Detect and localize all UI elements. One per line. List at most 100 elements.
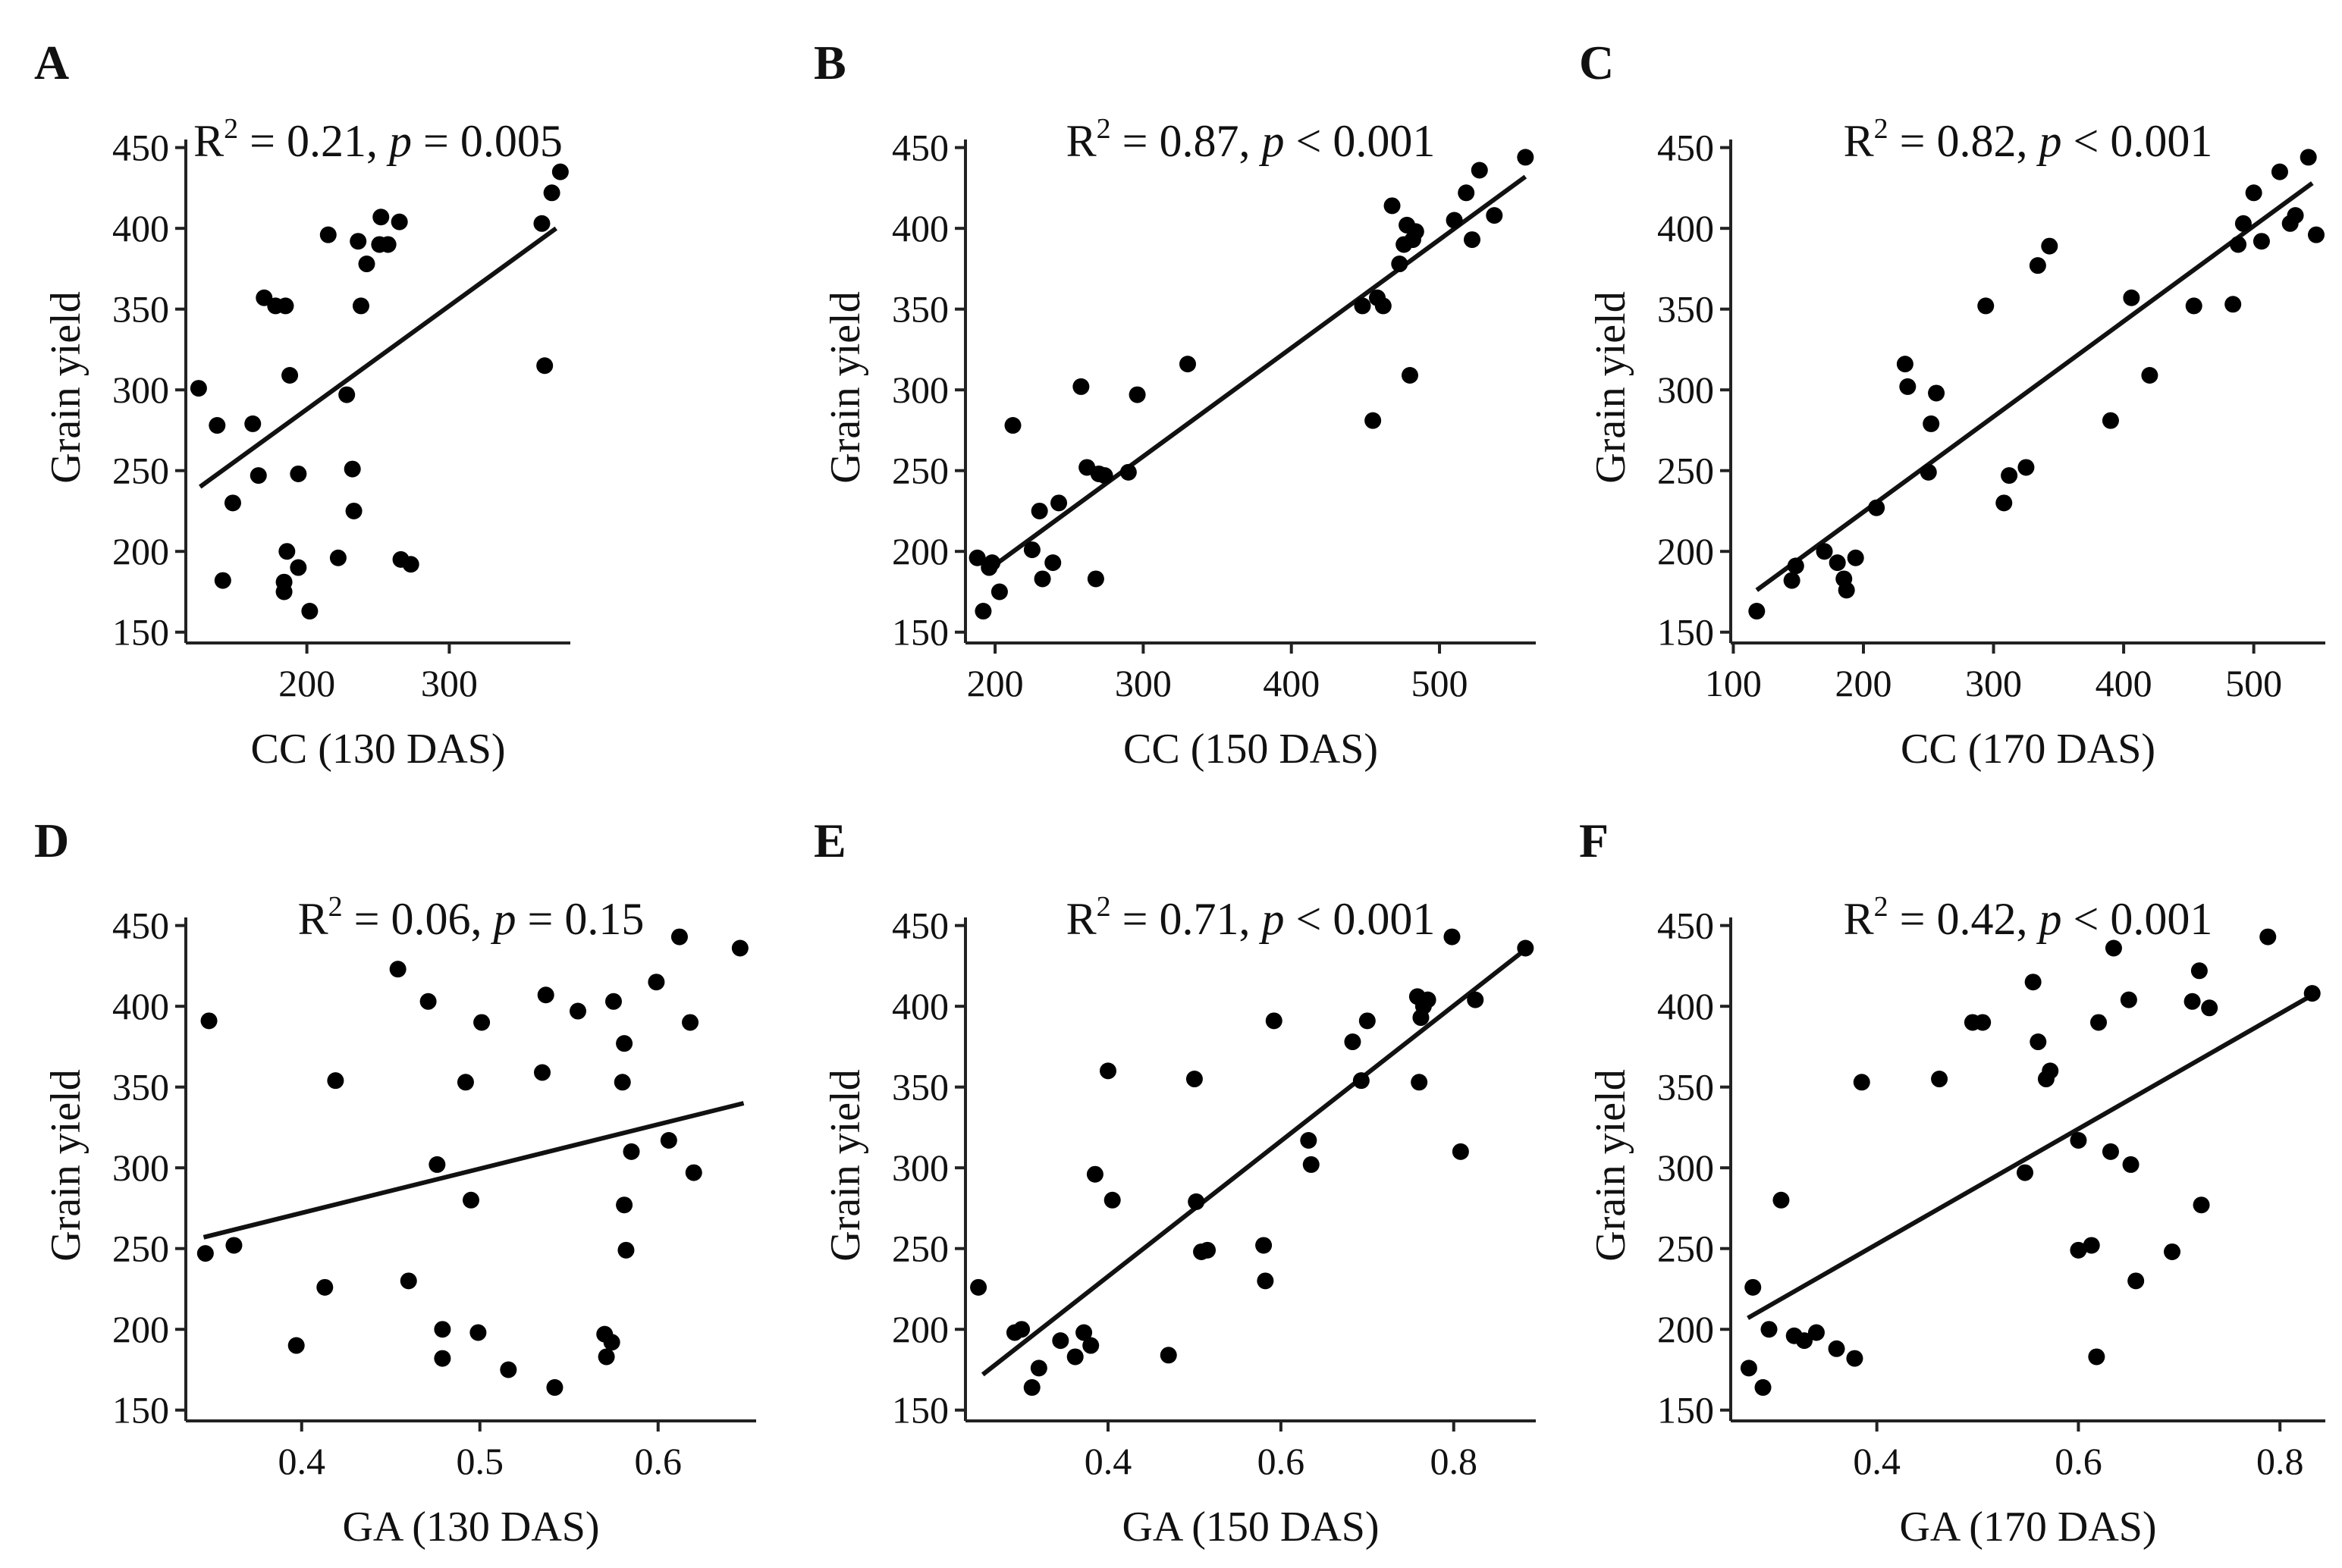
y-axis-title: Grain yield <box>1587 291 1634 483</box>
data-point <box>1199 1241 1217 1259</box>
panel-label-f: F <box>1579 814 1609 867</box>
data-point <box>1354 297 1371 315</box>
regression-line <box>202 1101 745 1240</box>
data-point <box>1086 1165 1104 1183</box>
y-tick-label: 450 <box>1657 127 1714 169</box>
stat-annotation: R2 = 0.42, p < 0.001 <box>1844 891 2213 944</box>
y-tick-label: 350 <box>892 288 949 331</box>
y-tick-label: 150 <box>112 611 169 654</box>
data-point <box>1087 570 1104 588</box>
data-point <box>2201 999 2218 1017</box>
y-tick-label: 400 <box>1657 207 1714 249</box>
y-tick-label: 350 <box>112 288 169 331</box>
x-tick-label: 100 <box>1705 662 1762 704</box>
data-point <box>2230 236 2247 253</box>
data-point <box>648 974 665 991</box>
data-point <box>1816 543 1833 560</box>
y-axis-title: Grain yield <box>42 1069 89 1261</box>
y-tick-label: 150 <box>892 1389 949 1432</box>
x-tick-label: 500 <box>2225 662 2282 704</box>
data-point <box>345 502 363 519</box>
data-point <box>984 554 1001 572</box>
data-point <box>419 993 437 1010</box>
data-point <box>1928 384 1945 402</box>
data-point <box>1517 149 1534 166</box>
data-point <box>2287 207 2304 224</box>
data-point <box>1452 1143 1469 1160</box>
r2-superscript: 2 <box>1097 113 1111 145</box>
data-point <box>1179 356 1196 373</box>
data-point <box>2141 367 2158 384</box>
r2-label: R <box>1066 116 1097 166</box>
data-point <box>570 1002 586 1020</box>
data-point <box>2029 257 2046 274</box>
x-axis-title: GA (170 DAS) <box>1899 1504 2156 1551</box>
data-point <box>1754 1378 1772 1396</box>
data-point <box>534 1064 551 1081</box>
data-point <box>2105 939 2122 957</box>
data-point <box>469 1324 487 1341</box>
y-tick-label: 400 <box>892 985 949 1027</box>
data-point <box>2070 1131 2087 1149</box>
data-point <box>2088 1348 2105 1366</box>
y-tick-label: 200 <box>892 1308 949 1350</box>
data-point <box>457 1074 474 1091</box>
p-label: p <box>1259 894 1285 944</box>
y-axis-title: Grain yield <box>822 1069 869 1261</box>
data-point <box>1744 1278 1762 1296</box>
data-point <box>685 1164 702 1181</box>
panel-d: D R2 = 0.06, p = 0.15 150 200 250 300 350 400 45… <box>34 814 756 1551</box>
data-point <box>209 417 226 434</box>
y-tick-label: 350 <box>112 1066 169 1109</box>
y-tick-label: 450 <box>112 905 169 947</box>
p-label: p <box>386 116 412 166</box>
data-point <box>287 1337 305 1354</box>
data-point <box>2271 163 2288 180</box>
data-point <box>2083 1237 2100 1254</box>
data-point <box>975 603 992 620</box>
data-point <box>1082 1337 1100 1354</box>
p-value: = 0.005 <box>412 116 563 166</box>
data-point <box>616 1196 633 1214</box>
data-point <box>1829 554 1846 572</box>
data-point <box>1004 417 1022 434</box>
data-point <box>1995 494 2013 512</box>
stat-annotation: R2 = 0.71, p < 0.001 <box>1066 891 1436 944</box>
data-point <box>1030 1359 1047 1377</box>
data-point <box>1096 467 1113 485</box>
data-point <box>1352 1072 1370 1090</box>
data-point <box>2041 237 2058 255</box>
data-point <box>1517 939 1534 957</box>
y-tick-label: 150 <box>1657 1389 1714 1432</box>
y-tick-label: 300 <box>892 1146 949 1189</box>
data-point <box>598 1348 615 1366</box>
data-point <box>1868 499 1885 516</box>
p-value: = 0.15 <box>516 894 645 944</box>
r2-value: = 0.71, <box>1111 894 1262 944</box>
data-point <box>2102 1143 2119 1160</box>
x-tick-label: 0.4 <box>1853 1440 1901 1482</box>
x-tick-label: 300 <box>421 662 478 704</box>
y-tick-label: 150 <box>112 1389 169 1432</box>
data-point <box>1185 1071 1203 1088</box>
data-point <box>316 1278 334 1296</box>
y-tick-label: 400 <box>112 207 169 249</box>
data-point <box>275 573 293 591</box>
data-point <box>1783 572 1800 589</box>
x-tick-label: 0.8 <box>2256 1440 2304 1482</box>
r2-label: R <box>1066 894 1097 944</box>
p-value: < 0.001 <box>2062 116 2213 166</box>
x-axis-title: GA (130 DAS) <box>342 1504 599 1551</box>
data-point <box>1923 415 1940 432</box>
data-point <box>1391 256 1408 273</box>
data-point <box>546 1378 564 1396</box>
data-point <box>290 559 307 576</box>
p-label: p <box>2036 116 2062 166</box>
data-point <box>533 215 551 232</box>
data-point <box>1838 582 1855 599</box>
data-point <box>1443 928 1461 946</box>
y-tick-label: 200 <box>112 1308 169 1350</box>
data-point <box>2224 296 2242 313</box>
r2-value: = 0.21, <box>238 116 389 166</box>
